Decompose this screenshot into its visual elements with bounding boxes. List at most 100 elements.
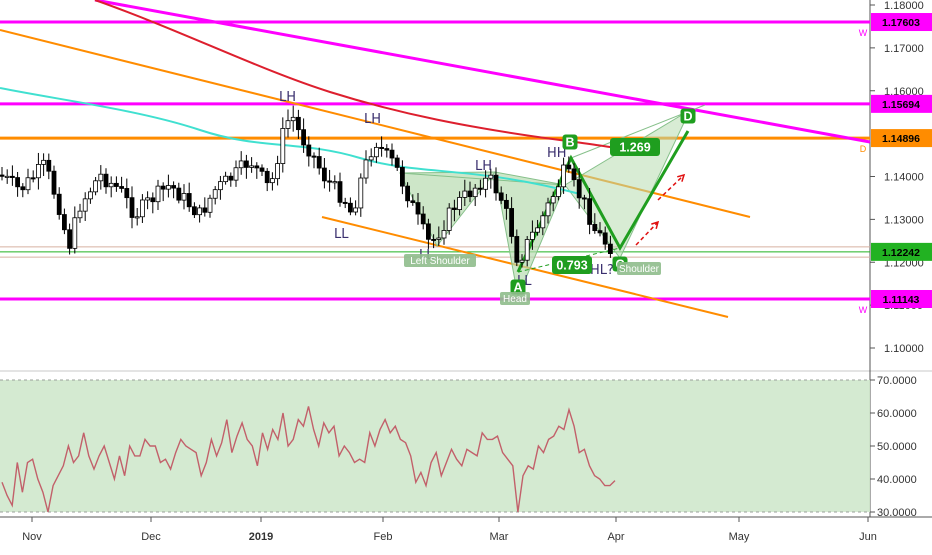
candle[interactable] [363, 159, 369, 179]
candle[interactable] [483, 177, 489, 190]
candle[interactable] [368, 156, 374, 161]
candle[interactable] [509, 208, 515, 237]
candle[interactable] [327, 180, 333, 183]
candle[interactable] [134, 216, 140, 219]
candle[interactable] [602, 232, 608, 245]
candle[interactable] [384, 148, 390, 151]
candle[interactable] [394, 157, 400, 168]
candle[interactable] [592, 224, 598, 232]
candle[interactable] [582, 197, 587, 200]
candle[interactable] [249, 165, 255, 168]
candle[interactable] [451, 207, 457, 210]
candle[interactable] [353, 207, 359, 213]
candle[interactable] [415, 202, 421, 215]
candle[interactable] [150, 197, 156, 203]
candle[interactable] [436, 237, 442, 240]
candle[interactable] [446, 207, 452, 231]
candle[interactable] [358, 177, 364, 209]
candle[interactable] [243, 160, 249, 168]
candle[interactable] [269, 178, 275, 184]
candle[interactable] [389, 149, 395, 159]
candle[interactable] [145, 197, 151, 201]
candle[interactable] [124, 188, 130, 199]
candle[interactable] [72, 217, 78, 249]
candle[interactable] [316, 156, 322, 169]
pattern-point-badge[interactable] [562, 134, 578, 150]
abcd-pattern[interactable] [516, 130, 690, 273]
candle[interactable] [571, 168, 577, 181]
price-tag[interactable] [871, 129, 932, 148]
candle[interactable] [514, 236, 520, 263]
candle[interactable] [119, 186, 124, 189]
candle[interactable] [545, 202, 551, 217]
candle[interactable] [93, 180, 98, 193]
candle[interactable] [425, 223, 431, 240]
candle[interactable] [171, 185, 177, 189]
candle[interactable] [46, 159, 52, 172]
candle[interactable] [462, 190, 468, 198]
candle[interactable] [197, 207, 203, 216]
ratio-box[interactable] [552, 256, 592, 274]
candle[interactable] [254, 165, 260, 169]
candle[interactable] [524, 239, 530, 261]
candle[interactable] [321, 167, 327, 182]
candle[interactable] [88, 191, 93, 200]
ratio-box[interactable] [610, 138, 660, 156]
candle[interactable] [160, 185, 166, 190]
candle[interactable] [139, 199, 145, 218]
candle[interactable] [129, 197, 135, 218]
candle[interactable] [228, 175, 234, 181]
candle[interactable] [20, 186, 26, 191]
candle[interactable] [223, 175, 229, 183]
candle[interactable] [238, 160, 244, 169]
candle[interactable] [77, 210, 83, 219]
candle[interactable] [488, 174, 494, 179]
candle[interactable] [30, 177, 36, 180]
candle[interactable] [233, 167, 239, 181]
candle[interactable] [441, 230, 447, 239]
candle[interactable] [467, 190, 473, 198]
candle[interactable] [420, 213, 426, 225]
candle[interactable] [264, 170, 270, 184]
price-tag[interactable] [871, 13, 932, 32]
candle[interactable] [275, 163, 281, 180]
price-tag[interactable] [871, 242, 932, 261]
candle[interactable] [98, 173, 104, 182]
candle[interactable] [342, 201, 348, 204]
candle[interactable] [207, 197, 213, 213]
candle[interactable] [503, 199, 509, 209]
candle[interactable] [67, 229, 72, 249]
candle[interactable] [191, 206, 197, 216]
candle[interactable] [165, 185, 171, 190]
candle[interactable] [472, 187, 478, 198]
candle[interactable] [373, 146, 379, 158]
candle[interactable] [301, 129, 307, 146]
candle[interactable] [519, 259, 525, 263]
candle[interactable] [212, 189, 218, 199]
pattern-point-badge[interactable] [510, 279, 526, 295]
ema-fast-line[interactable] [0, 87, 581, 195]
candle[interactable] [25, 177, 31, 191]
candle[interactable] [295, 116, 301, 131]
magenta-trendline[interactable] [94, 0, 871, 144]
candle[interactable] [176, 187, 182, 201]
candle[interactable] [186, 193, 192, 208]
candle[interactable] [597, 230, 603, 234]
pattern-point-badge[interactable] [680, 108, 696, 124]
candle[interactable] [285, 120, 291, 129]
candle[interactable] [36, 164, 41, 179]
price-tag[interactable] [871, 94, 932, 113]
candle[interactable] [62, 214, 67, 231]
candle[interactable] [114, 182, 119, 187]
candle[interactable] [535, 227, 540, 233]
candle[interactable] [608, 243, 613, 255]
candle[interactable] [311, 155, 317, 158]
candle[interactable] [108, 182, 114, 188]
candle[interactable] [540, 215, 546, 229]
candle[interactable] [576, 179, 582, 199]
candle[interactable] [41, 159, 46, 165]
candle[interactable] [566, 164, 572, 170]
candle[interactable] [379, 146, 385, 149]
candle[interactable] [587, 198, 592, 225]
candle[interactable] [280, 128, 286, 164]
